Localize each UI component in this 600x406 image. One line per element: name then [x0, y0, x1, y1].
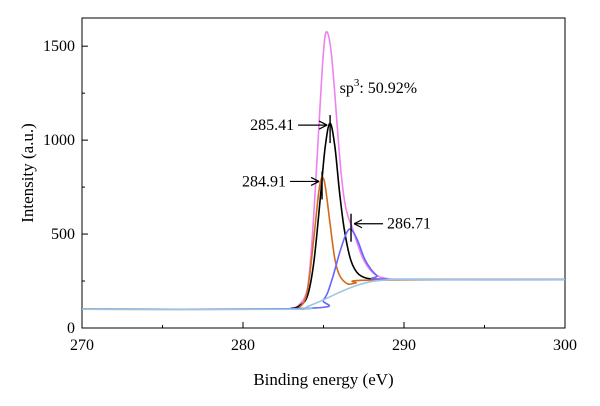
sp3-superscript: 3 [354, 77, 360, 89]
y-tick-label: 1000 [43, 132, 75, 149]
annotation-group: 285.41 284.91 286.71 [242, 115, 431, 242]
series-line-4 [81, 228, 566, 311]
x-tick-label: 300 [553, 337, 577, 354]
y-tick-label: 0 [67, 320, 75, 337]
plot-area [81, 17, 566, 329]
y-axis-label: Intensity (a.u.) [18, 123, 37, 223]
arrow-head [353, 219, 363, 229]
peak-label: 285.41 [250, 117, 294, 134]
series-line-1 [81, 30, 566, 311]
arrow-head [318, 120, 328, 130]
sp3-value: : 50.92% [359, 80, 417, 97]
peak-label: 286.71 [387, 216, 431, 233]
series-group [81, 30, 566, 311]
x-axis-label: Binding energy (eV) [253, 370, 393, 389]
x-tick-label: 280 [231, 337, 255, 354]
peak-label: 284.91 [242, 173, 286, 190]
sp3-base: sp [340, 80, 354, 97]
x-tick-label: 290 [392, 337, 416, 354]
y-tick-label: 500 [51, 226, 75, 243]
arrow-head [310, 176, 320, 186]
series-line-5 [81, 278, 566, 311]
y-tick-label: 1500 [43, 38, 75, 55]
tick-group: 270 280 290 300 0 500 1000 1500 [43, 38, 577, 354]
sp3-annotation: sp3: 50.92% [340, 77, 418, 97]
x-tick-label: 270 [70, 337, 94, 354]
